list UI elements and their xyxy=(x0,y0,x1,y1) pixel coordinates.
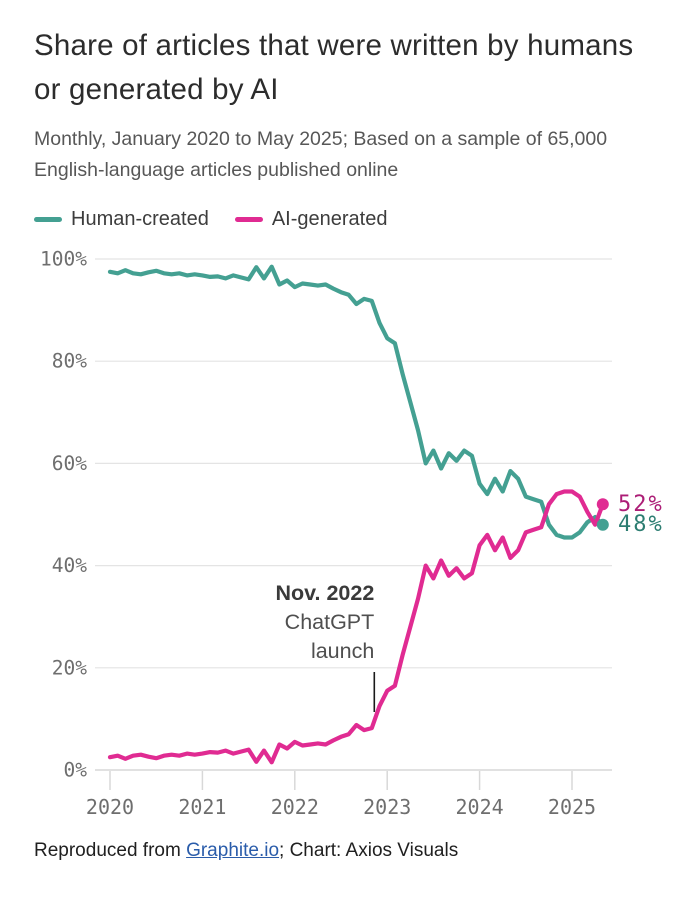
footer-prefix: Reproduced from xyxy=(34,840,187,861)
series-line-human-created xyxy=(107,264,605,540)
y-tick-label-60: 60% xyxy=(52,452,87,475)
annotation-line-2: ChatGPT xyxy=(285,610,375,634)
x-tick-label-2024: 2024 xyxy=(456,795,504,819)
series-line-ai-generated xyxy=(107,489,605,765)
chart-subtitle: Monthly, January 2020 to May 2025; Based… xyxy=(34,128,608,181)
end-dot-ai-generated xyxy=(596,498,609,511)
human-created-line-swatch-icon xyxy=(34,217,62,222)
x-tick-label-2021: 2021 xyxy=(178,795,226,819)
y-tick-label-80: 80% xyxy=(52,350,87,373)
page-title: Share of articles that were written by h… xyxy=(34,29,634,106)
annotation-line-1: Nov. 2022 xyxy=(275,581,374,605)
graphite-link[interactable]: Graphite.io xyxy=(186,840,280,861)
legend-item-human-created: Human-created xyxy=(34,208,209,231)
legend: Human-created AI-generated xyxy=(34,208,666,231)
footer-suffix: ; Chart: Axios Visuals xyxy=(279,840,459,861)
end-label-human-created: 48% xyxy=(618,512,664,537)
ai-generated-line-swatch-icon xyxy=(234,217,263,222)
y-tick-label-100: 100% xyxy=(40,248,87,271)
legend-label-human-created: Human-created xyxy=(71,208,209,230)
annotation-line-3: launch xyxy=(311,639,374,663)
x-tick-label-2023: 2023 xyxy=(363,795,411,819)
chart-svg: 100% 80% 60% 40% 20% 0% 2020 2021 2022 2023 2024 20… xyxy=(40,248,664,820)
x-tick-label-2020: 2020 xyxy=(86,795,134,819)
end-dot-human-created xyxy=(596,518,609,531)
legend-item-ai-generated: AI-generated xyxy=(234,208,388,231)
end-label-ai-generated: 52% xyxy=(618,492,664,517)
legend-label-ai-generated: AI-generated xyxy=(271,208,388,230)
y-tick-label-0: 0% xyxy=(64,759,88,782)
chart-header: Share of articles that were written by h… xyxy=(0,0,700,231)
x-tick-label-2025: 2025 xyxy=(548,795,596,819)
y-tick-label-40: 40% xyxy=(52,554,87,577)
x-tick-label-2022: 2022 xyxy=(271,795,319,819)
y-tick-label-20: 20% xyxy=(52,656,87,679)
source-credit: Reproduced from Graphite.io; Chart: Axio… xyxy=(34,840,458,862)
